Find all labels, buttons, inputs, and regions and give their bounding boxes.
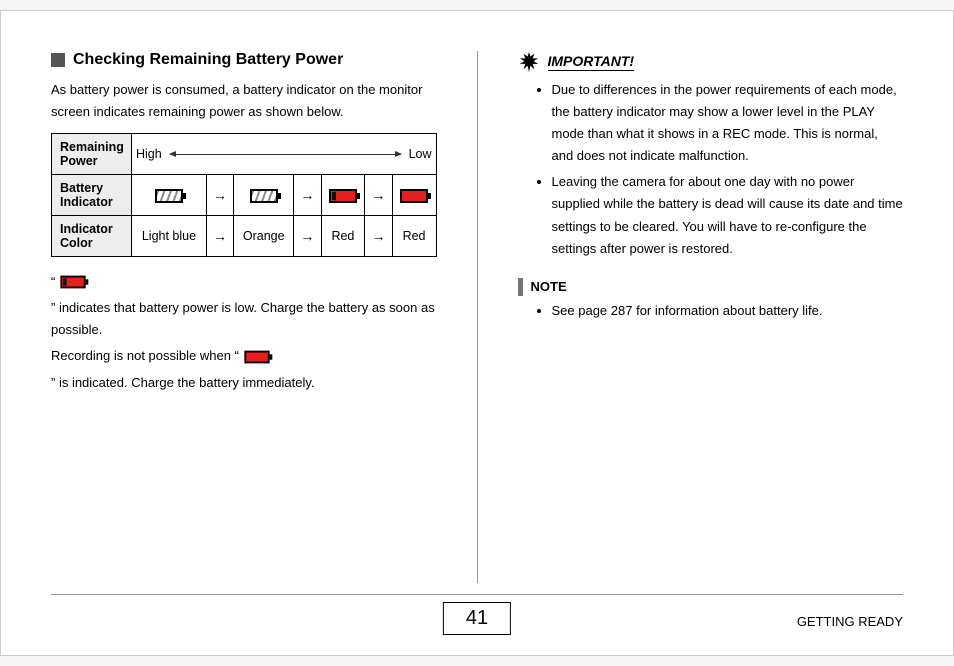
row-header: Battery Indicator: [52, 175, 132, 216]
note-heading: NOTE: [518, 278, 904, 296]
battery-mid-icon: [250, 189, 278, 203]
battery-full-icon: [155, 189, 183, 203]
important-list: Due to differences in the power requirem…: [518, 79, 904, 260]
arrow-icon: →: [206, 175, 233, 216]
battery-low-icon: [329, 189, 357, 203]
arrow-icon: →: [294, 175, 321, 216]
right-column: IMPORTANT! Due to differences in the pow…: [518, 51, 904, 583]
intro-paragraph: As battery power is consumed, a battery …: [51, 79, 437, 123]
battery-cell: [234, 175, 294, 216]
square-bullet-icon: [51, 53, 65, 67]
arrow-icon: →: [206, 216, 233, 257]
low-battery-paragraph: “ ” indicates that battery power is low.…: [51, 271, 437, 341]
color-cell: Orange: [234, 216, 294, 257]
note-list: See page 287 for information about batte…: [518, 300, 904, 322]
footer-section-label: GETTING READY: [797, 614, 903, 629]
text: Recording is not possible when “: [51, 345, 239, 367]
page-number: 41: [443, 602, 511, 635]
text: “: [51, 271, 55, 293]
column-divider: [477, 51, 478, 583]
battery-low-inline-icon: [61, 276, 86, 289]
list-item: Due to differences in the power requirem…: [552, 79, 904, 167]
table-row: Remaining Power High Low: [52, 134, 437, 175]
important-label: IMPORTANT!: [548, 53, 635, 71]
left-column: Checking Remaining Battery Power As batt…: [51, 51, 437, 583]
table-row: Battery Indicator → → →: [52, 175, 437, 216]
color-cell: Light blue: [132, 216, 207, 257]
arrow-icon: →: [294, 216, 321, 257]
starburst-icon: [518, 51, 540, 73]
color-cell: Red: [392, 216, 436, 257]
row-header: Indicator Color: [52, 216, 132, 257]
row-header: Remaining Power: [52, 134, 132, 175]
table-row: Indicator Color Light blue → Orange → Re…: [52, 216, 437, 257]
high-low-cell: High Low: [132, 134, 437, 175]
label-low: Low: [409, 147, 432, 161]
label-high: High: [136, 147, 162, 161]
battery-empty-icon: [400, 189, 428, 203]
battery-cell: [392, 175, 436, 216]
list-item: See page 287 for information about batte…: [552, 300, 904, 322]
battery-empty-inline-icon: [244, 350, 269, 363]
battery-cell: [321, 175, 365, 216]
page-footer: 41 GETTING READY: [51, 589, 903, 635]
battery-table: Remaining Power High Low Battery Indicat…: [51, 133, 437, 257]
footer-rule: [51, 594, 903, 595]
battery-cell: [132, 175, 207, 216]
note-label: NOTE: [531, 279, 567, 294]
columns-wrap: Checking Remaining Battery Power As batt…: [51, 51, 903, 583]
list-item: Leaving the camera for about one day wit…: [552, 171, 904, 259]
text: ” is indicated. Charge the battery immed…: [51, 372, 315, 394]
double-arrow-icon: [170, 154, 401, 155]
page: Checking Remaining Battery Power As batt…: [0, 10, 954, 656]
note-bar-icon: [518, 278, 523, 296]
arrow-icon: →: [365, 175, 392, 216]
important-heading: IMPORTANT!: [518, 51, 904, 73]
arrow-icon: →: [365, 216, 392, 257]
empty-battery-paragraph: Recording is not possible when “ ” is in…: [51, 345, 437, 393]
section-heading: Checking Remaining Battery Power: [51, 51, 437, 69]
color-cell: Red: [321, 216, 365, 257]
heading-text: Checking Remaining Battery Power: [73, 51, 343, 69]
text: ” indicates that battery power is low. C…: [51, 297, 437, 341]
